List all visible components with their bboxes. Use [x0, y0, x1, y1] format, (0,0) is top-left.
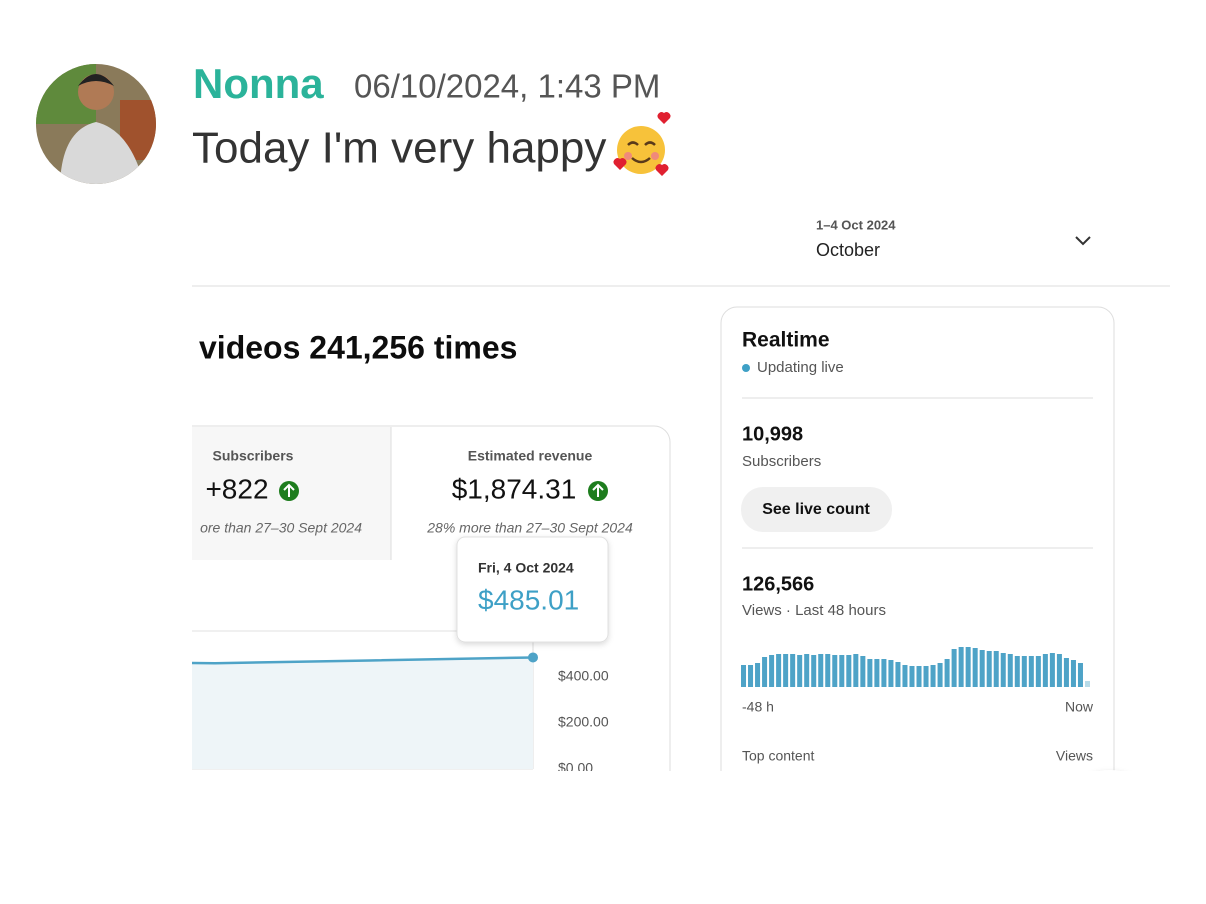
bar: [846, 655, 852, 687]
message-text: Today I'm very happy: [192, 124, 606, 173]
card-label: Subscribers: [213, 448, 294, 464]
bar: [951, 649, 957, 687]
bar: [860, 656, 866, 687]
realtime-title: Realtime: [742, 329, 830, 352]
bar: [958, 647, 964, 687]
headline: videos 241,256 times: [199, 329, 517, 365]
card-note: ore than 27–30 Sept 2024: [200, 520, 362, 536]
y-tick-label: $200.00: [558, 714, 609, 730]
live-count-button[interactable]: [741, 487, 892, 532]
bar: [888, 660, 894, 687]
bar: [1028, 656, 1034, 687]
bar: [783, 654, 789, 687]
bar: [853, 654, 859, 687]
x-start: -48 h: [742, 699, 774, 715]
bar: [1084, 681, 1090, 687]
live-dot: [742, 364, 750, 372]
bar: [1077, 663, 1083, 687]
timestamp: 06/10/2024, 1:43 PM: [354, 68, 660, 105]
bar: [1014, 656, 1020, 687]
bar: [902, 665, 908, 687]
bar: [818, 654, 824, 687]
bar: [930, 665, 936, 687]
card-label: Estimated revenue: [468, 448, 593, 464]
bar: [979, 650, 985, 687]
bar: [755, 663, 761, 687]
card-note: 28% more than 27–30 Sept 2024: [426, 520, 633, 536]
x-end: Now: [1065, 699, 1094, 715]
view-label: Views · Last 48 hours: [742, 602, 886, 619]
bar: [1070, 660, 1076, 687]
button-label: See live count: [762, 501, 870, 518]
bar: [1035, 656, 1041, 687]
realtime-bars: [741, 647, 1090, 687]
bar: [825, 654, 831, 687]
card-value: +822: [205, 473, 268, 504]
bar: [944, 659, 950, 687]
bar: [1049, 653, 1055, 687]
bar: [916, 666, 922, 687]
card-value: $1,874.31: [452, 473, 577, 504]
bar: [1056, 654, 1062, 687]
period: October: [816, 240, 880, 260]
bar: [1000, 653, 1006, 687]
date-range: 1–4 Oct 2024: [816, 217, 896, 232]
dropdown-chevron[interactable]: [1075, 236, 1091, 246]
view-count: 126,566: [742, 573, 814, 595]
bar: [839, 655, 845, 687]
bar: [748, 665, 754, 687]
top-content: Top content: [742, 748, 814, 764]
avatar: [36, 64, 156, 184]
bar: [811, 655, 817, 687]
subscriber-count: 10,998: [742, 423, 803, 445]
bar: [776, 654, 782, 687]
line-area: [192, 657, 533, 769]
tooltip-date: Fri, 4 Oct 2024: [478, 560, 574, 576]
bar: [909, 666, 915, 687]
bar: [1021, 656, 1027, 687]
tooltip: Fri, 4 Oct 2024 $485.01: [456, 536, 609, 643]
bar: [986, 651, 992, 687]
bar: [769, 655, 775, 687]
bar: [1063, 658, 1069, 687]
bar: [741, 665, 747, 687]
views-column: Views: [1056, 748, 1093, 764]
author: Nonna: [193, 60, 324, 107]
bar: [937, 663, 943, 687]
bar: [832, 655, 838, 687]
bar: [923, 666, 929, 687]
bar: [790, 654, 796, 687]
emoji: [613, 112, 671, 176]
bar: [972, 648, 978, 687]
point: [528, 652, 538, 663]
y-tick-label: $0.00: [558, 760, 593, 776]
bar: [762, 657, 768, 687]
bar: [804, 654, 810, 687]
line: [192, 656, 534, 665]
bar: [965, 647, 971, 687]
bar: [993, 651, 999, 687]
bar: [1042, 654, 1048, 687]
realtime-status: Updating live: [757, 359, 844, 376]
screenshot: 1–4 Oct 2024 October videos 241,256 time…: [192, 217, 1170, 870]
bar: [895, 662, 901, 687]
bar: [867, 659, 873, 687]
bar: [797, 655, 803, 687]
tooltip-value: $485.01: [478, 584, 579, 615]
y-tick-label: $400.00: [558, 668, 609, 684]
bar: [874, 659, 880, 687]
subscriber-label: Subscribers: [742, 453, 821, 470]
bar: [881, 659, 887, 687]
bar: [1007, 654, 1013, 687]
floating-button[interactable]: [1060, 770, 1160, 870]
